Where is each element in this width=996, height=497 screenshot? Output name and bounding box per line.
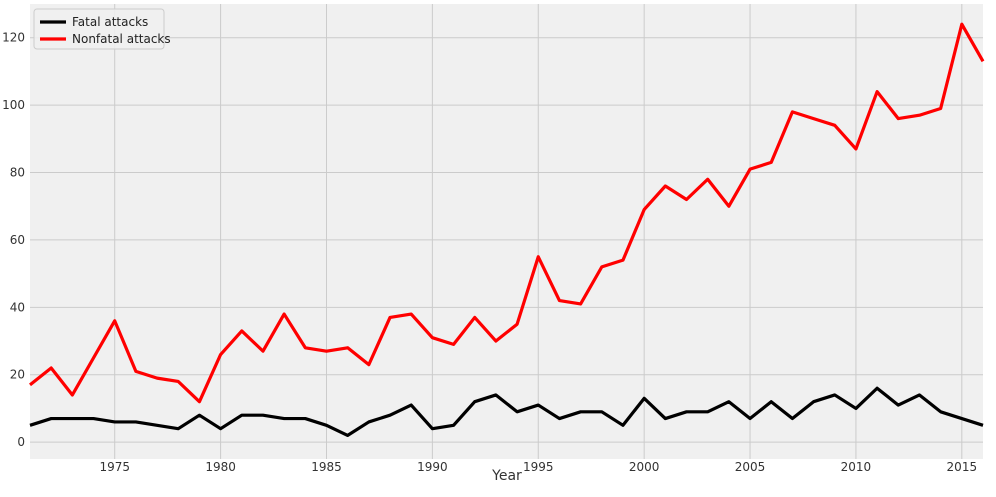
- y-tick-label: 120: [2, 31, 25, 45]
- plot-background: [30, 4, 983, 459]
- x-tick-label: 2005: [735, 460, 766, 474]
- x-tick-label: 1995: [523, 460, 554, 474]
- y-tick-label: 100: [2, 98, 25, 112]
- series-line-nonfatal: [29, 22, 985, 404]
- legend-label: Nonfatal attacks: [72, 32, 171, 46]
- series-line-fatal: [29, 386, 984, 438]
- x-tick-label: 1975: [99, 460, 130, 474]
- x-tick-label: 1980: [205, 460, 236, 474]
- legend-label: Fatal attacks: [72, 15, 148, 29]
- legend-box: [33, 8, 165, 50]
- y-axis-ticks: 0 20 40 60 80 100 120: [2, 31, 25, 449]
- y-tick-label: 20: [10, 368, 25, 382]
- legend: Fatal attacks Nonfatal attacks: [33, 8, 171, 50]
- series-lines: [29, 22, 985, 438]
- y-tick-label: 0: [17, 435, 25, 449]
- x-tick-label: 1990: [417, 460, 448, 474]
- x-axis-ticks: 1975 1980 1985 1990 1995 2000 2005 2010 2015: [99, 460, 977, 474]
- x-axis-title: Year: [491, 468, 522, 484]
- y-tick-label: 80: [10, 166, 25, 180]
- x-tick-label: 1985: [311, 460, 342, 474]
- y-tick-label: 60: [10, 233, 25, 247]
- x-tick-label: 2015: [947, 460, 978, 474]
- grid-lines: [30, 4, 983, 459]
- x-tick-label: 2000: [629, 460, 660, 474]
- y-tick-label: 40: [10, 300, 25, 314]
- x-tick-label: 2010: [841, 460, 872, 474]
